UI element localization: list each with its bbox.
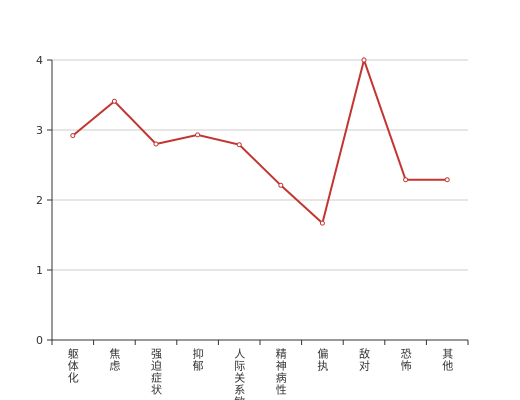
point (403, 177, 409, 183)
y-tick-label: 4 (36, 54, 43, 67)
y-tick-label: 1 (36, 264, 43, 277)
point (319, 220, 325, 226)
x-tick-label: 敌对 (358, 347, 371, 372)
y-tick-label: 3 (36, 124, 43, 137)
line (72, 56, 448, 225)
x-tick-label: 其他 (441, 348, 454, 372)
point (236, 142, 242, 148)
point (361, 57, 367, 63)
x-tick-label: 人际关系敏感 (233, 348, 246, 400)
y-tick-label: 0 (36, 334, 43, 347)
point (278, 182, 284, 188)
point (153, 141, 159, 147)
x-tick-label: 躯体化 (66, 348, 79, 384)
point (70, 133, 76, 139)
x-tick-label: 抑郁 (191, 347, 204, 372)
x-tick-label: 焦虑 (108, 348, 121, 372)
point (195, 132, 201, 138)
x-tick-label: 恐怖 (399, 348, 412, 372)
x-tick-label: 强迫症状 (150, 348, 163, 396)
x-tick-label: 精神病性 (274, 348, 287, 396)
point (111, 98, 117, 104)
y-tick-label: 2 (36, 194, 43, 207)
x-tick-label: 偏执 (316, 347, 329, 372)
point (444, 177, 450, 183)
